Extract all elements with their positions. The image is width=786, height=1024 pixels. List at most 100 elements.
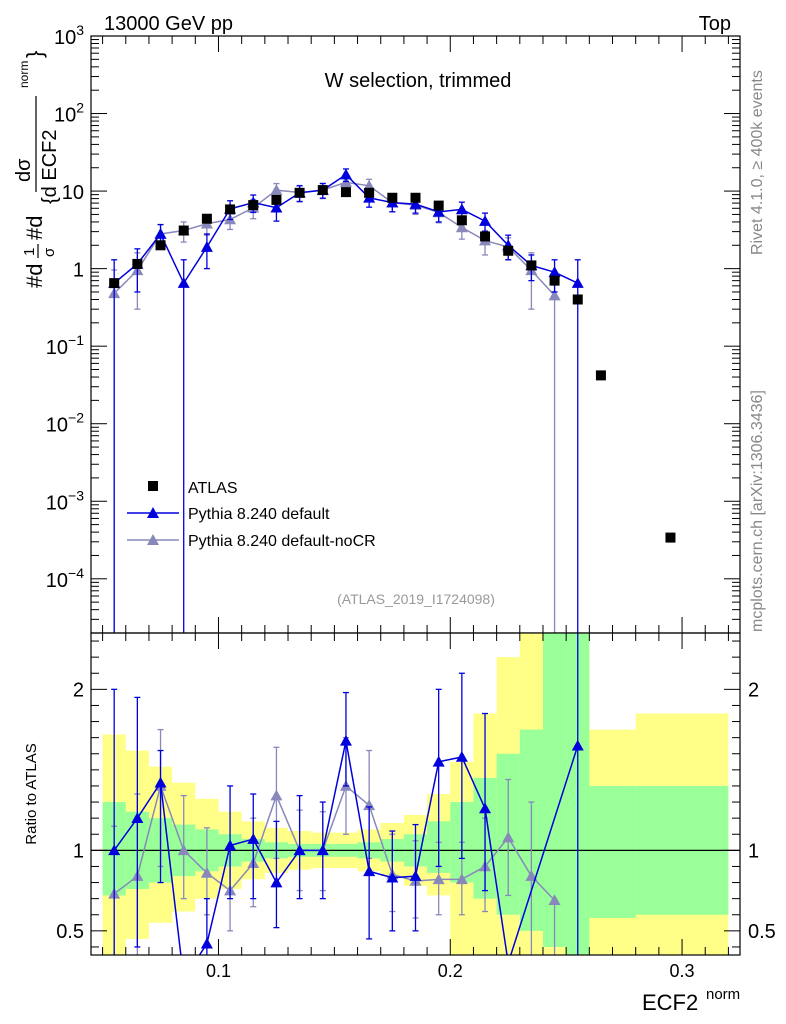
- ratio-default-point: [224, 839, 237, 851]
- ratio-ytick-label-left: 2: [73, 679, 84, 701]
- main-atlas-point: [225, 204, 236, 215]
- xlabel-main: ECF2: [642, 990, 698, 1015]
- main-atlas-point: [433, 200, 444, 211]
- legend-atlas-label: ATLAS: [188, 480, 238, 497]
- ratio-default-point: [131, 812, 144, 823]
- main-data-layer: [108, 168, 676, 633]
- ratio-default-point: [316, 844, 329, 856]
- main-atlas-point: [480, 231, 491, 242]
- ratio-ytick-label-left: 0.5: [56, 921, 84, 943]
- ratio-default-point: [200, 937, 213, 949]
- ratio-ytick-label-left: 1: [73, 840, 84, 862]
- ytick-exponent: 3: [76, 22, 84, 38]
- ratio-axes: 0.1 0.2 0.3 0.5 0.5 1 1 2 2: [56, 633, 776, 981]
- main-default-point: [479, 215, 492, 226]
- ratio-green-band-bin: [542, 633, 567, 947]
- ratio-default-point: [247, 833, 260, 844]
- mcplots-label: mcplots.cern.ch [arXiv:1306.3436]: [749, 390, 766, 632]
- main-default-point: [432, 205, 445, 217]
- ylabel-sup: norm: [17, 61, 31, 88]
- ratio-ytick-label-right: 1: [748, 840, 759, 862]
- main-default-point: [177, 277, 190, 288]
- ylabel-mid: #d: [22, 216, 47, 240]
- main-atlas-point: [155, 240, 166, 251]
- main-ytick-label: 10: [62, 182, 84, 204]
- legend-nocr-marker: [147, 534, 159, 545]
- ylabel-den: {d ECF2: [39, 130, 61, 204]
- ytick-base: 10: [46, 492, 68, 514]
- main-atlas-point: [109, 278, 120, 289]
- ratio-xlabel: ECF2 norm: [642, 986, 740, 1015]
- main-nocr-point: [455, 221, 468, 233]
- panel-label: Top: [699, 13, 731, 35]
- ratio-default-point: [339, 734, 352, 746]
- legend-default-label: Pythia 8.240 default: [188, 506, 330, 523]
- ratio-default-point: [363, 865, 376, 877]
- main-atlas-point: [364, 187, 375, 198]
- ytick-base: 1: [73, 260, 84, 282]
- main-ytick-label: 10−4: [46, 565, 84, 592]
- ylabel-frac-den: σ: [41, 247, 58, 257]
- main-ytick-label: 103: [54, 22, 84, 49]
- ytick-base: 10: [62, 182, 84, 204]
- main-default-point: [154, 227, 167, 239]
- main-atlas-point: [294, 187, 305, 198]
- main-ylabel: #d 1 σ #d dσ {d ECF2 norm }: [13, 51, 61, 288]
- ratio-default-point: [154, 776, 167, 788]
- ratio-nocr-point: [270, 789, 283, 801]
- ytick-exponent: 2: [76, 100, 84, 116]
- main-nocr-point: [270, 184, 283, 195]
- ytick-exponent: −4: [68, 565, 84, 581]
- ratio-frame: [90, 632, 741, 956]
- legend-nocr-label: Pythia 8.240 default-noCR: [188, 533, 376, 550]
- main-atlas-point: [340, 187, 351, 198]
- ratio-default-point: [270, 876, 283, 888]
- main-ytick-label: 102: [54, 100, 84, 127]
- ratio-panel: 0.1 0.2 0.3 0.5 0.5 1 1 2 2 Ratio to ATLAS ECF2 …: [23, 632, 776, 1015]
- ratio-default-point: [455, 750, 468, 762]
- ratio-default-point: [432, 755, 445, 767]
- ratio-nocr-point: [525, 870, 538, 881]
- main-atlas-point: [526, 260, 537, 271]
- main-nocr-point: [548, 289, 561, 301]
- ratio-xtick-label: 0.2: [438, 961, 463, 981]
- main-default-point: [548, 266, 561, 277]
- ratio-nocr-point: [548, 894, 561, 906]
- main-default-point: [339, 168, 352, 180]
- xlabel-sup: norm: [706, 986, 740, 1003]
- ratio-nocr-point: [432, 873, 445, 885]
- ylabel-prefix: #d: [22, 264, 47, 288]
- energy-label: 13000 GeV pp: [104, 13, 233, 35]
- ratio-nocr-point: [200, 866, 213, 878]
- ytick-base: 10: [46, 570, 68, 592]
- main-atlas-point: [317, 185, 328, 196]
- rivet-label: Rivet 4.1.0, ≥ 400k events: [749, 70, 766, 255]
- ratio-data-layer: [91, 633, 740, 955]
- ytick-base: 10: [54, 27, 76, 49]
- main-atlas-point: [178, 225, 189, 236]
- ytick-base: 10: [46, 415, 68, 437]
- main-atlas-point: [572, 294, 583, 305]
- ratio-ytick-label-right: 2: [748, 679, 759, 701]
- ytick-exponent: −2: [68, 410, 84, 426]
- ytick-exponent: −3: [68, 487, 84, 503]
- main-atlas-point: [549, 275, 560, 286]
- ratio-default-point: [409, 870, 422, 881]
- ylabel-frac-num: 1: [21, 248, 38, 256]
- ratio-default-point: [571, 739, 584, 751]
- ytick-base: 10: [46, 337, 68, 359]
- main-default-point: [409, 198, 422, 209]
- legend: ATLAS Pythia 8.240 default Pythia 8.240 …: [127, 480, 376, 550]
- main-title: W selection, trimmed: [325, 70, 512, 92]
- ratio-xtick-label: 0.3: [670, 961, 695, 981]
- main-ytick-label: 10−2: [46, 410, 84, 437]
- main-default-point: [270, 201, 283, 213]
- ratio-default-point: [386, 871, 399, 883]
- main-atlas-point: [410, 192, 421, 203]
- main-atlas-point: [201, 213, 212, 224]
- legend-atlas-marker: [148, 481, 158, 491]
- ratio-default-point: [108, 844, 121, 856]
- ytick-base: 10: [54, 105, 76, 127]
